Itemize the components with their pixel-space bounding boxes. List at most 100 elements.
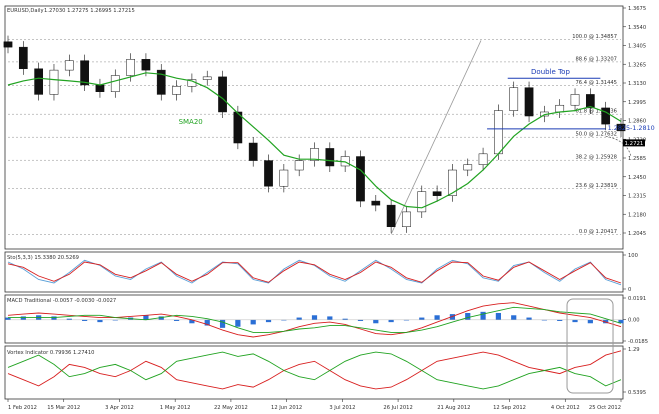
x-tick-label: 3 Apr 2012 (105, 405, 134, 411)
macd-histogram-bar (82, 319, 88, 321)
x-axis: 1 Feb 2012 15 Mar 2012 3 Apr 2012 1 May 201… (7, 399, 622, 411)
macd-signal-line (8, 306, 622, 333)
macd-histogram-bar (158, 316, 164, 320)
x-tick-label: 26 Jul 2012 (383, 405, 412, 411)
macd-histogram-bar (541, 319, 547, 321)
candle-body (310, 148, 319, 161)
candle-body (570, 94, 580, 106)
fib-level-label: 50.0 @ 1.27632 (576, 132, 618, 138)
price-axis-tick-label: 1.2995 (628, 100, 646, 106)
macd-axis-tick-label: 0.00 (628, 318, 640, 324)
macd-histogram-bar (265, 319, 272, 323)
last-price-label: 1.2721 (625, 141, 644, 147)
candle-body (248, 142, 258, 161)
fib-level-label: 38.2 @ 1.25928 (576, 155, 618, 161)
candle-body (279, 169, 289, 187)
vortex-panel-frame (4, 345, 624, 400)
fib-level-label: 0.0 @ 1.20417 (579, 229, 617, 235)
candle-body (80, 60, 89, 86)
sto-axis-tick-label: 0 (628, 287, 631, 293)
vortex-axis-tick-label: 0.5395 (628, 390, 646, 396)
candle-body (110, 75, 120, 92)
candle-body (402, 211, 411, 227)
macd-histogram-bar (20, 316, 26, 320)
macd-histogram-bar (143, 315, 149, 320)
macd-histogram-bar (357, 319, 364, 321)
macd-histogram-bar (219, 319, 226, 328)
macd-histogram-bar (112, 319, 118, 321)
macd-histogram-bar (327, 316, 333, 320)
price-axis-tick-label: 1.2860 (628, 119, 646, 125)
candle-body (478, 153, 488, 165)
sto-line-0 (7, 259, 622, 286)
trend-line (390, 40, 482, 235)
candle-body (156, 69, 166, 95)
x-tick-label: 21 Aug 2012 (437, 405, 470, 411)
macd-histogram-bar (465, 312, 471, 320)
candle-body (172, 86, 181, 95)
candle-body (49, 69, 59, 95)
stochastic-panel-frame (4, 251, 624, 293)
x-tick-label: 25 Oct 2012 (589, 405, 621, 411)
price-axis-tick-label: 1.2450 (628, 175, 646, 181)
macd-histogram-bar (281, 319, 287, 321)
price-axis-tick-label: 1.2585 (628, 156, 646, 162)
candle-body (616, 123, 626, 132)
macd-histogram-bar (173, 319, 180, 321)
x-tick-label: 22 May 2012 (214, 405, 248, 411)
price-axis-tick-label: 1.2315 (628, 194, 646, 200)
sto-title: Sto(5,3,3) 15.3380 20.5269 (7, 255, 79, 261)
highlight-box (566, 298, 614, 394)
macd-axis-tick-label: -0.0185 (628, 339, 648, 345)
price-axis-tick-label: 1.3130 (628, 81, 646, 87)
candle-body (371, 200, 381, 206)
vortex-line-1 (7, 351, 622, 390)
candle-body (3, 41, 13, 48)
macd-histogram-bar (235, 319, 241, 327)
candle-body (463, 164, 473, 171)
macd-histogram-bar (204, 319, 210, 326)
candle-body (555, 104, 565, 113)
macd-histogram-bar (526, 317, 532, 320)
macd-histogram-bar (587, 319, 593, 324)
candle-body (64, 60, 74, 71)
candle-body (509, 87, 519, 111)
projection-arrow (605, 135, 632, 157)
x-tick-label: 1 May 2012 (160, 405, 191, 411)
price-axis-tick-label: 1.2045 (628, 231, 646, 237)
price-axis-tick-label: 1.3405 (628, 44, 646, 50)
macd-histogram-bar (51, 316, 57, 320)
macd-histogram-bar (189, 319, 195, 324)
price-axis-tick-label: 1.3540 (628, 25, 646, 31)
x-tick-label: 12 Jun 2012 (271, 405, 302, 411)
macd-histogram-bar (250, 319, 256, 325)
candle-body (141, 59, 151, 71)
candle-body (494, 110, 503, 155)
x-tick-label: 12 Sep 2012 (493, 405, 526, 411)
x-tick-label: 4 Oct 2012 (551, 405, 580, 411)
sto-line-1 (7, 261, 622, 284)
sma-label: SMA20 (179, 118, 203, 126)
candle-body (95, 84, 105, 92)
candle-body (325, 148, 335, 167)
candle-body (356, 156, 365, 202)
x-tick-label: 3 Jul 2012 (329, 405, 355, 411)
macd-line (7, 302, 622, 338)
macd-histogram-bar (480, 311, 486, 320)
macd-histogram-bar (495, 312, 501, 320)
macd-panel-frame (4, 294, 624, 344)
candle-body (386, 204, 396, 227)
price-axis-tick-label: 1.3675 (628, 6, 646, 12)
candle-body (218, 76, 227, 113)
candle-body (18, 46, 28, 70)
stochastic-panel: 100 0 Sto(5,3,3) 15.3380 20.5269 (7, 253, 638, 293)
macd-histogram-bar (5, 317, 11, 320)
price-axis-tick-label: 1.3265 (628, 62, 646, 68)
macd-histogram-bar (97, 319, 103, 323)
candle-body (34, 68, 44, 95)
macd-histogram-bar (342, 318, 348, 320)
neckline-label: 1.2825-1.2810 (608, 124, 655, 132)
